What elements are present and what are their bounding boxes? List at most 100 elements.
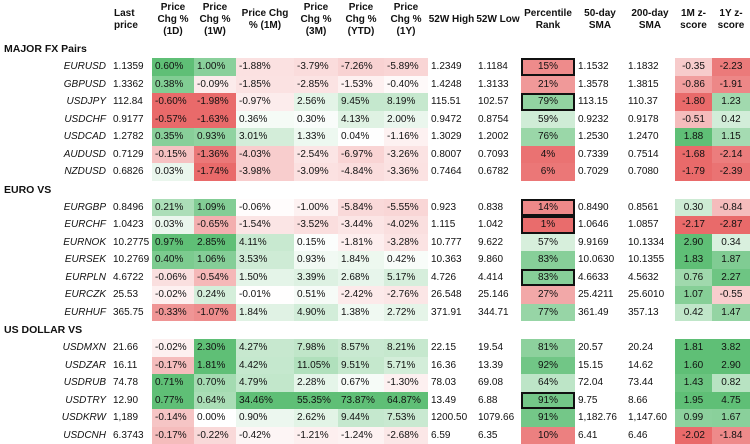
chg-1d: -0.17%: [152, 427, 194, 444]
chg-1y: 5.71%: [384, 357, 428, 375]
chg-1y: -2.76%: [384, 286, 428, 304]
chg-1m: 1.50%: [236, 269, 294, 287]
chg-1y: -1.30%: [384, 374, 428, 392]
zscore-1y: -2.39: [712, 163, 750, 181]
last-price: 1.1359: [110, 58, 152, 76]
zscore-1y: -0.55: [712, 286, 750, 304]
chg-ytd: -1.81%: [338, 234, 384, 252]
high-52w: 115.51: [428, 93, 475, 111]
zscore-1y: -1.91: [712, 76, 750, 94]
zscore-1y: 4.75: [712, 392, 750, 410]
chg-1d: 0.60%: [152, 58, 194, 76]
last-price: 0.6826: [110, 163, 152, 181]
chg-1d: -0.33%: [152, 304, 194, 322]
header-row: Last price Price Chg % (1D) Price Chg % …: [0, 0, 750, 40]
chg-ytd: 4.13%: [338, 111, 384, 129]
chg-1w: -1.36%: [194, 146, 236, 164]
col-header-3m: Price Chg % (3M): [294, 0, 338, 40]
sma-50: 10.0630: [575, 251, 625, 269]
chg-1w: -0.22%: [194, 427, 236, 444]
percentile-rank: 64%: [521, 374, 575, 392]
sma-200: 1,147.60: [625, 409, 675, 427]
percentile-rank: 57%: [521, 234, 575, 252]
chg-1y: -3.26%: [384, 146, 428, 164]
last-price: 6.3743: [110, 427, 152, 444]
chg-3m: 0.15%: [294, 234, 338, 252]
sma-50: 361.49: [575, 304, 625, 322]
col-header-1d: Price Chg % (1D): [152, 0, 194, 40]
last-price: 365.75: [110, 304, 152, 322]
chg-1m: -0.01%: [236, 286, 294, 304]
zscore-1y: -1.84: [712, 427, 750, 444]
pair-name: AUDUSD: [0, 146, 110, 164]
zscore-1y: -0.84: [712, 199, 750, 217]
chg-3m: -3.09%: [294, 163, 338, 181]
sma-200: 1.2470: [625, 128, 675, 146]
sma-200: 110.37: [625, 93, 675, 111]
col-header-1w: Price Chg % (1W): [194, 0, 236, 40]
sma-200: 0.9178: [625, 111, 675, 129]
chg-ytd: 0.67%: [338, 374, 384, 392]
chg-1m: -3.98%: [236, 163, 294, 181]
chg-1d: 0.21%: [152, 199, 194, 217]
zscore-1m: 1.60: [675, 357, 712, 375]
percentile-rank: 1%: [521, 216, 575, 234]
high-52w: 10.777: [428, 234, 475, 252]
pair-name: NZDUSD: [0, 163, 110, 181]
zscore-1m: 2.90: [675, 234, 712, 252]
pair-name: USDTRY: [0, 392, 110, 410]
chg-ytd: 9.44%: [338, 409, 384, 427]
sma-50: 15.15: [575, 357, 625, 375]
chg-1d: 0.35%: [152, 128, 194, 146]
sma-50: 9.9169: [575, 234, 625, 252]
zscore-1m: -2.02: [675, 427, 712, 444]
pair-name: USDCHF: [0, 111, 110, 129]
sma-200: 1.3815: [625, 76, 675, 94]
low-52w: 9.860: [475, 251, 521, 269]
low-52w: 25.146: [475, 286, 521, 304]
pair-name: GBPUSD: [0, 76, 110, 94]
section-header: US DOLLAR VS: [0, 321, 750, 339]
chg-ytd: -7.26%: [338, 58, 384, 76]
sma-50: 0.8490: [575, 199, 625, 217]
sma-50: 9.75: [575, 392, 625, 410]
sma-50: 1.3578: [575, 76, 625, 94]
low-52w: 1.3133: [475, 76, 521, 94]
section-title: MAJOR FX Pairs: [0, 40, 750, 58]
col-header-1y: Price Chg % (1Y): [384, 0, 428, 40]
sma-50: 1.0646: [575, 216, 625, 234]
section-header: EURO VS: [0, 181, 750, 199]
sma-200: 357.13: [625, 304, 675, 322]
chg-1w: -1.07%: [194, 304, 236, 322]
col-header-percentile: Percentile Rank: [521, 0, 575, 40]
chg-1m: -0.97%: [236, 93, 294, 111]
chg-1y: 2.72%: [384, 304, 428, 322]
zscore-1m: -2.17: [675, 216, 712, 234]
percentile-rank: 4%: [521, 146, 575, 164]
last-price: 0.9177: [110, 111, 152, 129]
zscore-1y: 2.27: [712, 269, 750, 287]
zscore-1m: -0.51: [675, 111, 712, 129]
low-52w: 4.414: [475, 269, 521, 287]
zscore-1m: 1.83: [675, 251, 712, 269]
percentile-rank: 15%: [521, 58, 575, 76]
chg-ytd: 0.04%: [338, 128, 384, 146]
pair-name: EURSEK: [0, 251, 110, 269]
last-price: 4.6722: [110, 269, 152, 287]
pair-name: USDZAR: [0, 357, 110, 375]
chg-1w: 1.06%: [194, 251, 236, 269]
zscore-1m: -1.68: [675, 146, 712, 164]
sma-200: 0.8561: [625, 199, 675, 217]
zscore-1y: 1.23: [712, 93, 750, 111]
zscore-1m: -1.79: [675, 163, 712, 181]
chg-3m: -3.79%: [294, 58, 338, 76]
chg-1d: -0.14%: [152, 409, 194, 427]
zscore-1m: 0.30: [675, 199, 712, 217]
